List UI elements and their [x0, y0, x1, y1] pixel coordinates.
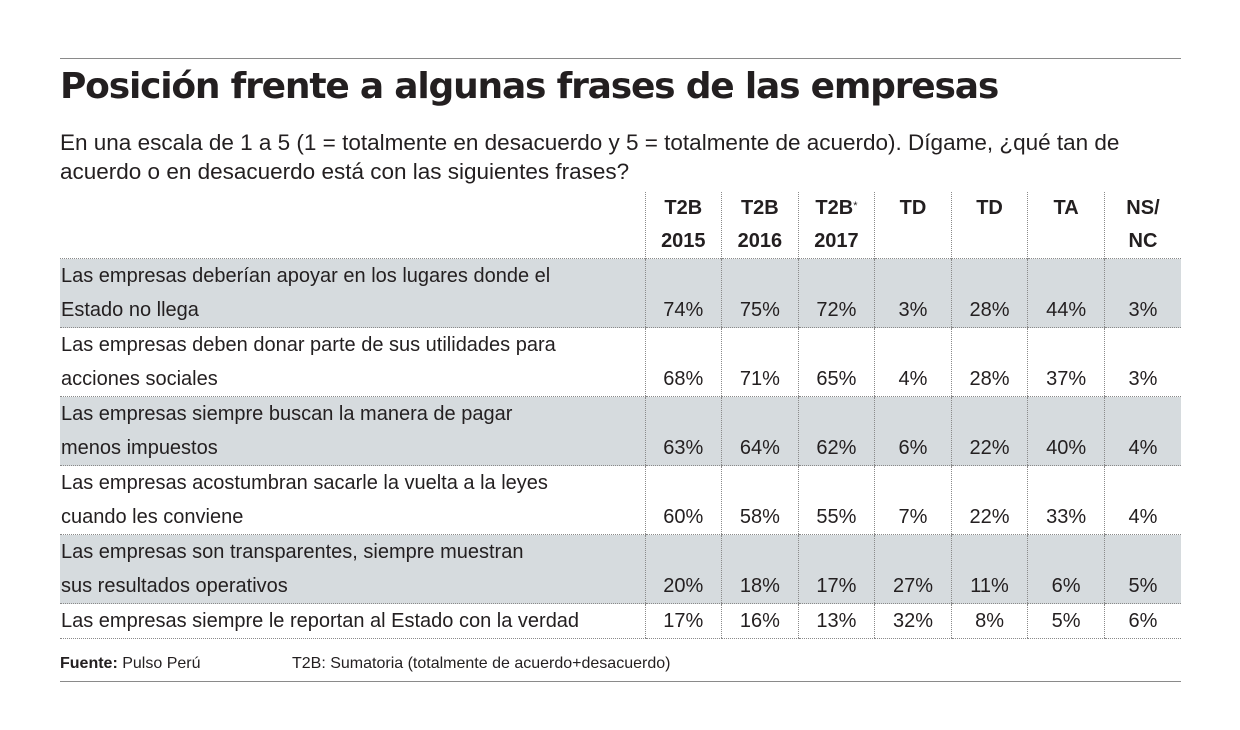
column-header-line2: NC — [1128, 230, 1158, 252]
row-label-line: acciones sociales — [61, 368, 218, 390]
value-cell: 16% — [721, 603, 799, 639]
value-cell: 5% — [1103, 534, 1181, 604]
row-label: Las empresas acostumbran sacarle la vuel… — [60, 465, 646, 535]
column-header-line1: TD — [976, 197, 1003, 219]
footer: Fuente: Pulso Perú T2B: Sumatoria (total… — [60, 655, 670, 673]
row-label-line: Las empresas deberían apoyar en los luga… — [61, 265, 551, 287]
value-cell: 3% — [1103, 258, 1181, 328]
row-label-line: cuando les conviene — [61, 506, 244, 528]
value-cell: 63% — [644, 396, 722, 466]
row-label: Las empresas deben donar parte de sus ut… — [60, 327, 646, 397]
bottom-rule — [60, 681, 1181, 682]
column-header-line1: TA — [1053, 197, 1079, 219]
value-cell: 62% — [797, 396, 875, 466]
table-body: Las empresas deberían apoyar en los luga… — [60, 258, 1181, 639]
row-label-line: menos impuestos — [61, 437, 218, 459]
value-cell: 74% — [644, 258, 722, 328]
value-cell: 6% — [874, 396, 952, 466]
column-header: TD — [950, 192, 1028, 259]
source-label: Fuente: — [60, 655, 118, 672]
table-row: Las empresas siempre le reportan al Esta… — [60, 603, 1181, 639]
value-cell: 75% — [721, 258, 799, 328]
value-cell: 60% — [644, 465, 722, 535]
row-label-line: Las empresas son transparentes, siempre … — [61, 541, 524, 563]
value-cell: 13% — [797, 603, 875, 639]
table-row: Las empresas deben donar parte de sus ut… — [60, 327, 1181, 397]
column-header-line2: 2017 — [814, 230, 859, 252]
table-row: Las empresas deberían apoyar en los luga… — [60, 258, 1181, 328]
column-header-line1: T2B — [740, 197, 779, 219]
chart-title: Posición frente a algunas frases de las … — [60, 66, 999, 107]
column-header-mark: * — [853, 200, 858, 212]
footnote: T2B: Sumatoria (totalmente de acuerdo+de… — [292, 655, 671, 672]
row-label-line: Las empresas acostumbran sacarle la vuel… — [61, 472, 548, 494]
row-label-line: Las empresas siempre le reportan al Esta… — [61, 610, 580, 632]
value-cell: 44% — [1027, 258, 1105, 328]
column-header-line1: TD — [899, 197, 927, 219]
value-cell: 68% — [644, 327, 722, 397]
value-cell: 40% — [1027, 396, 1105, 466]
value-cell: 33% — [1027, 465, 1105, 535]
chart-subtitle: En una escala de 1 a 5 (1 = totalmente e… — [60, 130, 1120, 184]
value-cell: 32% — [874, 603, 952, 639]
value-cell: 17% — [797, 534, 875, 604]
row-label: Las empresas siempre buscan la manera de… — [60, 396, 646, 466]
value-cell: 22% — [950, 396, 1028, 466]
column-header: TD — [874, 192, 952, 259]
column-header-line1: T2B — [664, 197, 703, 219]
value-cell: 17% — [644, 603, 722, 639]
table-row: Las empresas son transparentes, siempre … — [60, 534, 1181, 604]
value-cell: 8% — [950, 603, 1028, 639]
value-cell: 3% — [1103, 327, 1181, 397]
row-label-line: Las empresas deben donar parte de sus ut… — [61, 334, 556, 356]
value-cell: 4% — [874, 327, 952, 397]
value-cell: 11% — [950, 534, 1028, 604]
value-cell: 3% — [874, 258, 952, 328]
row-label-line: Estado no llega — [61, 299, 199, 321]
column-header: T2B* 2017 — [797, 192, 875, 259]
column-header: T2B 2015 — [644, 192, 722, 259]
value-cell: 22% — [950, 465, 1028, 535]
value-cell: 6% — [1103, 603, 1181, 639]
header-blank-cell — [60, 192, 645, 259]
value-cell: 71% — [721, 327, 799, 397]
value-cell: 28% — [950, 258, 1028, 328]
row-label-line: sus resultados operativos — [61, 575, 288, 597]
table-header-row: T2B 2015 T2B 2016 T2B* 2017 TD TD TA NS/NC — [60, 192, 1181, 259]
column-header: TA — [1027, 192, 1105, 259]
row-label-line: Las empresas siempre buscan la manera de… — [61, 403, 513, 425]
value-cell: 65% — [797, 327, 875, 397]
value-cell: 37% — [1027, 327, 1105, 397]
value-cell: 6% — [1027, 534, 1105, 604]
column-header: T2B 2016 — [721, 192, 799, 259]
source-value: Pulso Perú — [117, 655, 201, 672]
column-header: NS/NC — [1103, 192, 1181, 259]
value-cell: 4% — [1103, 396, 1181, 466]
value-cell: 28% — [950, 327, 1028, 397]
value-cell: 5% — [1027, 603, 1105, 639]
value-cell: 64% — [721, 396, 799, 466]
row-label: Las empresas son transparentes, siempre … — [60, 534, 646, 604]
value-cell: 55% — [797, 465, 875, 535]
table-row: Las empresas acostumbran sacarle la vuel… — [60, 465, 1181, 535]
value-cell: 7% — [874, 465, 952, 535]
value-cell: 58% — [721, 465, 799, 535]
column-header-line1: T2B — [815, 197, 854, 219]
table-row: Las empresas siempre buscan la manera de… — [60, 396, 1181, 466]
value-cell: 4% — [1103, 465, 1181, 535]
column-header-line2: 2015 — [661, 230, 706, 252]
top-rule — [60, 58, 1181, 59]
row-label: Las empresas deberían apoyar en los luga… — [60, 258, 646, 328]
column-header-line2: 2016 — [737, 230, 783, 252]
row-label: Las empresas siempre le reportan al Esta… — [60, 603, 646, 639]
value-cell: 18% — [721, 534, 799, 604]
data-table: T2B 2015 T2B 2016 T2B* 2017 TD TD TA NS/NC Las em… — [60, 192, 1181, 639]
column-header-line1: NS/ — [1126, 197, 1160, 219]
value-cell: 20% — [644, 534, 722, 604]
value-cell: 27% — [874, 534, 952, 604]
value-cell: 72% — [797, 258, 875, 328]
